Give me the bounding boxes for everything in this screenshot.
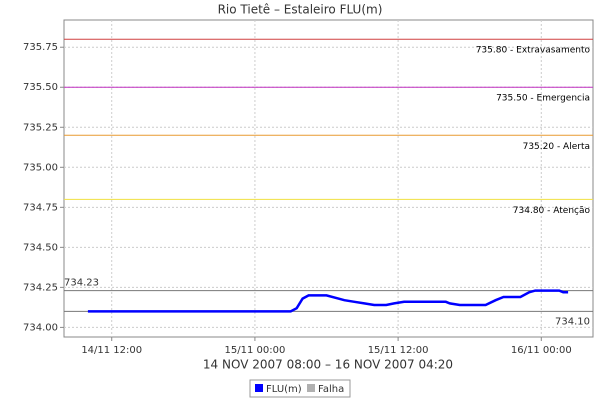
- plot-area: [63, 19, 594, 338]
- legend-label: Falha: [318, 384, 344, 395]
- y-tick-label: 735.25: [23, 122, 58, 133]
- threshold-label: 734.80 - Atenção: [513, 206, 591, 216]
- x-tick-label: 15/11 12:00: [368, 345, 429, 356]
- y-tick-label: 734.75: [23, 202, 58, 213]
- series-line: [87, 289, 569, 313]
- y-tick-label: 735.00: [23, 162, 58, 173]
- reference-label: 734.10: [555, 316, 590, 327]
- legend-swatch: [255, 384, 263, 392]
- x-tick-label: 16/11 00:00: [511, 345, 572, 356]
- x-tick-label: 14/11 12:00: [81, 345, 142, 356]
- threshold-label: 735.20 - Alerta: [523, 142, 590, 152]
- y-tick-label: 734.50: [23, 242, 58, 253]
- reference-label: 734.23: [64, 278, 99, 289]
- x-tick-label: 15/11 00:00: [225, 345, 286, 356]
- threshold-label: 735.80 - Extravasamento: [476, 46, 591, 56]
- legend: [249, 379, 351, 398]
- y-tick-label: 735.50: [23, 82, 58, 93]
- legend-label: FLU(m): [266, 384, 302, 395]
- y-tick-label: 734.25: [23, 282, 58, 293]
- chart-title: Rio Tietê – Estaleiro FLU(m): [218, 3, 383, 17]
- y-tick-label: 734.00: [23, 322, 58, 333]
- x-axis-label: 14 NOV 2007 08:00 – 16 NOV 2007 04:20: [203, 358, 453, 372]
- y-tick-label: 735.75: [23, 42, 58, 53]
- legend-swatch: [307, 384, 315, 392]
- threshold-label: 735.50 - Emergencia: [496, 94, 590, 104]
